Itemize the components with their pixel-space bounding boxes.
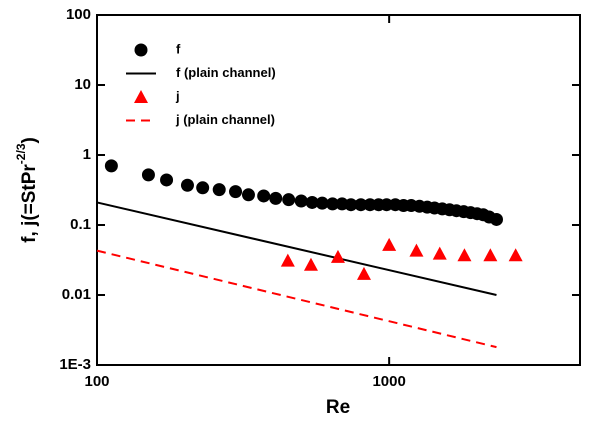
y-tick-label: 10 [74, 76, 91, 93]
data-point [257, 189, 271, 203]
data-point [104, 159, 118, 173]
data-point [356, 266, 371, 280]
data-point [196, 181, 210, 195]
x-tick-label: 1000 [372, 373, 405, 390]
legend-label: f (plain channel) [176, 65, 276, 80]
data-point [409, 243, 424, 257]
plot-frame [96, 14, 581, 366]
data-point [489, 212, 503, 226]
data-point [212, 183, 226, 197]
data-point [269, 191, 283, 205]
y-tick-label: 0.1 [70, 216, 91, 233]
data-point [294, 194, 308, 208]
data-point [382, 237, 397, 251]
data-point [282, 193, 296, 207]
series-line [96, 249, 497, 349]
data-point [305, 195, 319, 209]
data-point [457, 248, 472, 262]
legend-label: f [176, 41, 181, 56]
data-point [141, 168, 155, 182]
x-tick-label: 100 [84, 373, 109, 390]
x-axis-title: Re [326, 397, 350, 418]
data-point [330, 249, 345, 263]
legend-label: j [175, 88, 180, 103]
data-point [315, 196, 329, 210]
legend-swatch [134, 43, 148, 57]
data-point [344, 198, 358, 212]
y-tick-label: 100 [66, 6, 91, 23]
y-tick-label: 0.01 [62, 286, 91, 303]
legend-label: j (plain channel) [175, 112, 275, 127]
y-tick-label: 1E-3 [59, 356, 91, 373]
y-title-main: f, j(=StPr [19, 164, 40, 243]
data-point [354, 198, 368, 212]
y-title-end: ) [19, 137, 40, 143]
y-axis-title: f, j(=StPr-2/3) [14, 137, 40, 243]
legend-swatch [134, 90, 148, 103]
y-title-sup: -2/3 [14, 143, 28, 164]
data-point [229, 185, 243, 199]
data-point [303, 257, 318, 271]
data-point [508, 248, 523, 262]
data-point [280, 253, 295, 267]
data-point [483, 248, 498, 262]
data-point [160, 173, 174, 187]
data-point [432, 246, 447, 260]
data-point [241, 188, 255, 202]
y-tick-label: 1 [83, 146, 91, 163]
data-point [326, 197, 340, 211]
data-point [180, 178, 194, 192]
series-line [96, 201, 497, 296]
